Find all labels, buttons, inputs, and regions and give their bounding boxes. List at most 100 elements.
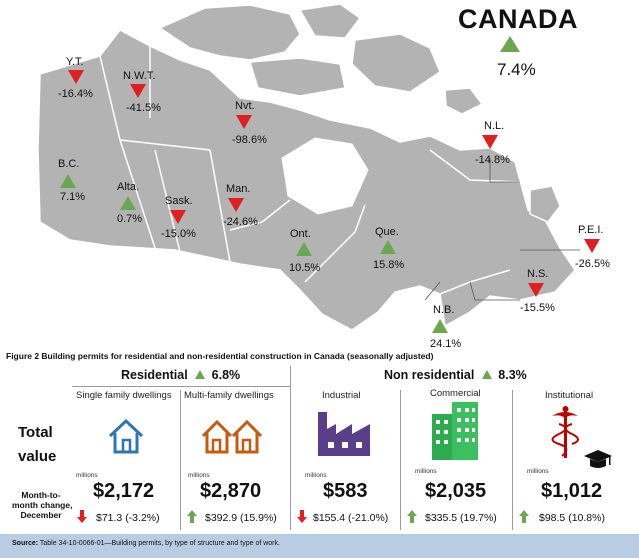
house-icon [108,418,144,454]
up-arrow-icon [481,370,492,379]
down-arrow-icon [228,198,244,212]
category-value-single-family: $2,172 [93,480,155,502]
region-value-yt: -16.4% [58,88,93,100]
region-value-nb: 24.1% [430,338,462,350]
category-value-industrial: $583 [323,480,368,502]
down-arrow-icon [236,115,252,129]
source-label: Source: [12,540,39,547]
change-label-line3: December [20,510,62,520]
region-name-que: Que. [375,226,399,238]
change-label-line2: month change, [12,500,73,510]
map-svg [37,3,580,331]
source-text: Table 34-10-0066-01—Building permits, by… [38,540,280,547]
units-label: millions [188,472,210,479]
arctic-island [249,57,346,97]
arctic-island [298,3,362,39]
down-arrow-icon [170,210,186,224]
source-note: Source: Table 34-10-0066-01—Building per… [12,540,280,547]
up-arrow-icon [120,196,136,210]
down-arrow-icon [297,510,307,523]
category-value-commercial: $2,035 [425,480,487,502]
region-value-nvt: -98.6% [232,134,267,146]
down-arrow-icon [528,283,544,297]
down-arrow-icon [584,239,600,253]
down-arrow-icon [68,70,84,84]
total-label-line1: Total [18,424,53,441]
region-value-bc: 7.1% [60,191,86,203]
category-change-commercial: $335.5 (19.7%) [425,512,497,524]
region-name-bc: B.C. [58,158,80,170]
up-arrow-icon [60,174,76,188]
region-value-que: 15.8% [373,259,405,271]
region-name-nb: N.B. [433,304,455,316]
non-residential-heading: Non residential 8.3% [384,368,527,382]
category-change-single-family: $71.3 (-3.2%) [96,512,160,524]
region-value-man: -24.6% [223,216,258,228]
residential-heading: Residential 6.8% [121,368,240,382]
country-name: CANADA [458,4,578,34]
non-residential-label: Non residential [384,368,475,382]
region-name-nl: N.L. [484,120,505,132]
category-change-multi-family: $392.9 (15.9%) [205,512,277,524]
source-bar: Source: Table 34-10-0066-01—Building per… [0,534,639,558]
category-value-multi-family: $2,870 [200,480,262,502]
column-divider [180,390,181,530]
region-value-nl: -14.8% [475,154,510,166]
country-change: 7.4% [497,60,536,79]
up-arrow-icon [432,319,448,333]
column-divider [400,390,401,530]
up-arrow-icon [296,242,312,256]
region-value-pei: -26.5% [575,258,610,270]
up-arrow-icon [407,510,417,523]
residential-change: 6.8% [211,368,241,382]
non-residential-change: 8.3% [498,368,527,382]
down-arrow-icon [130,84,146,98]
info-panel: Residential 6.8% Non residential 8.3% To… [0,364,639,532]
canada-map [37,3,580,331]
region-value-sask: -15.0% [161,228,196,240]
region-name-ont: Ont. [290,228,311,240]
region-name-man: Man. [226,183,251,195]
category-name-multi-family: Multi-family dwellings [184,390,274,401]
residential-label: Residential [121,368,188,382]
region-name-nvt: Nvt. [235,100,255,112]
down-arrow-icon [482,135,498,149]
units-label: millions [76,472,98,479]
arctic-island [158,4,301,61]
region-value-alta: 0.7% [117,213,143,225]
up-arrow-icon [187,510,197,523]
up-arrow-icon [195,370,206,379]
region-name-sask: Sask. [165,195,193,207]
up-arrow-icon [380,240,396,254]
building-icon [432,402,478,460]
category-change-institutional: $98.5 (10.8%) [539,512,605,524]
region-name-pei: P.E.I. [578,224,604,236]
region-value-nwt: -41.5% [126,102,161,114]
units-label: millions [305,472,327,479]
country-up-arrow-icon [500,36,520,52]
region-name-nwt: N.W.T. [123,70,156,82]
factory-icon [318,412,370,456]
total-label-line2: value [18,448,57,465]
residential-underline [72,386,290,387]
arctic-island [351,33,441,93]
arctic-island [444,87,484,115]
caduceus-graduation-cap-icon [551,406,612,468]
newfoundland [529,185,561,223]
two-houses-icon [201,419,263,454]
category-name-commercial: Commercial [430,388,481,399]
category-name-institutional: Institutional [545,390,594,401]
region-value-ont: 10.5% [289,262,321,274]
units-label: millions [415,468,437,475]
region-value-ns: -15.5% [520,302,555,314]
category-change-industrial: $155.4 (-21.0%) [313,512,389,524]
category-value-institutional: $1,012 [541,480,603,502]
change-label-line1: Month-to- [21,490,61,500]
region-name-yt: Y.T. [66,56,84,68]
up-arrow-icon [519,510,529,523]
category-name-single-family: Single family dwellings [76,390,172,401]
figure-caption: Figure 2 Building permits for residentia… [6,351,434,361]
down-arrow-icon [77,510,87,523]
units-label: millions [527,468,549,475]
region-name-ns: N.S. [527,268,549,280]
